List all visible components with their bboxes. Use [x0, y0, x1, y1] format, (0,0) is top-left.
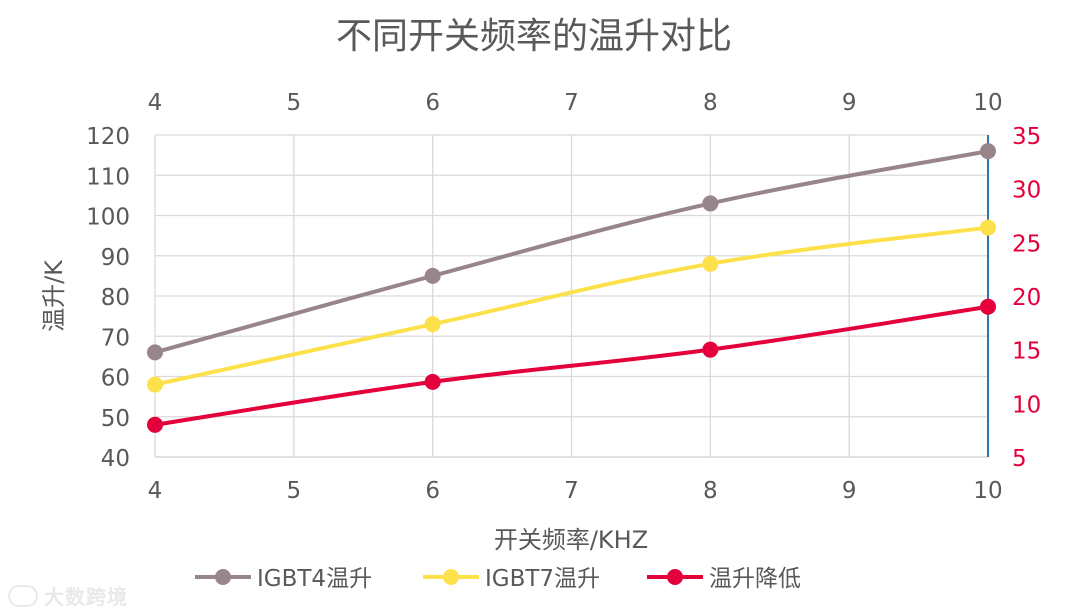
- legend-label: IGBT4温升: [257, 566, 372, 592]
- y2-tick-label: 10: [1012, 392, 1041, 418]
- data-point: [424, 373, 441, 390]
- y-tick-label: 120: [86, 124, 130, 150]
- data-point: [424, 316, 441, 333]
- legend-marker-icon: [443, 569, 459, 585]
- data-point: [147, 344, 163, 361]
- watermark: 大数跨境: [8, 581, 128, 610]
- top-x-tick-label: 6: [425, 90, 440, 116]
- y-tick-label: 80: [101, 285, 130, 311]
- legend-marker-icon: [215, 569, 231, 585]
- data-point: [424, 267, 441, 284]
- y2-tick-label: 20: [1012, 285, 1041, 311]
- y2-tick-label: 30: [1012, 178, 1041, 204]
- watermark-text: 大数跨境: [44, 585, 128, 609]
- data-point: [980, 219, 996, 236]
- x-tick-label: 8: [703, 478, 718, 504]
- data-point: [702, 195, 719, 212]
- y2-tick-label: 15: [1012, 339, 1041, 365]
- chart-title: 不同开关频率的温升对比: [336, 16, 732, 57]
- x-tick-label: 9: [842, 478, 857, 504]
- series-line-3: [153, 304, 990, 427]
- top-x-tick-label: 7: [564, 90, 579, 116]
- y-tick-label: 60: [101, 366, 130, 392]
- data-point: [147, 416, 163, 433]
- y2-tick-label: 5: [1012, 446, 1027, 472]
- x-tick-label: 10: [973, 478, 1002, 504]
- y2-tick-label: 25: [1012, 231, 1041, 257]
- y-tick-label: 100: [86, 205, 130, 231]
- y-axis-label: 温升/K: [40, 259, 68, 332]
- data-point: [980, 298, 996, 315]
- legend-marker-icon: [667, 569, 683, 585]
- top-x-tick-label: 9: [842, 90, 857, 116]
- data-point: [980, 143, 996, 160]
- y-tick-label: 50: [101, 406, 130, 432]
- legend-label: IGBT7温升: [485, 566, 600, 592]
- y-tick-label: 110: [86, 164, 130, 190]
- watermark-logo-icon: [8, 584, 38, 607]
- data-point: [702, 341, 719, 358]
- axes: [155, 135, 989, 458]
- top-x-tick-label: 5: [287, 90, 302, 116]
- x-axis-label: 开关频率/KHZ: [494, 526, 648, 554]
- y-tick-label: 90: [101, 245, 130, 271]
- data-point: [702, 255, 719, 272]
- gridlines: [154, 134, 989, 458]
- y-tick-label: 70: [101, 325, 130, 351]
- top-x-tick-label: 4: [148, 90, 163, 116]
- y2-tick-label: 35: [1012, 124, 1041, 150]
- series-line-2: [153, 225, 990, 387]
- x-tick-label: 6: [425, 478, 440, 504]
- y-tick-label: 40: [101, 446, 130, 472]
- x-tick-label: 4: [148, 478, 163, 504]
- x-tick-label: 5: [287, 478, 302, 504]
- legend-label: 温升降低: [709, 566, 801, 592]
- series-line-1: [153, 149, 990, 355]
- top-x-tick-label: 8: [703, 90, 718, 116]
- x-tick-label: 7: [564, 478, 579, 504]
- tick-labels: 40 50 60 70 80 90 100 110 120 4 5 6 7 8 9 10 4 5 6 7 8 9 10 5 10…: [86, 90, 1041, 504]
- series-group: [147, 143, 996, 433]
- legend: IGBT4温升 IGBT7温升 温升降低: [195, 566, 801, 592]
- top-x-tick-label: 10: [973, 90, 1002, 116]
- data-point: [147, 376, 163, 393]
